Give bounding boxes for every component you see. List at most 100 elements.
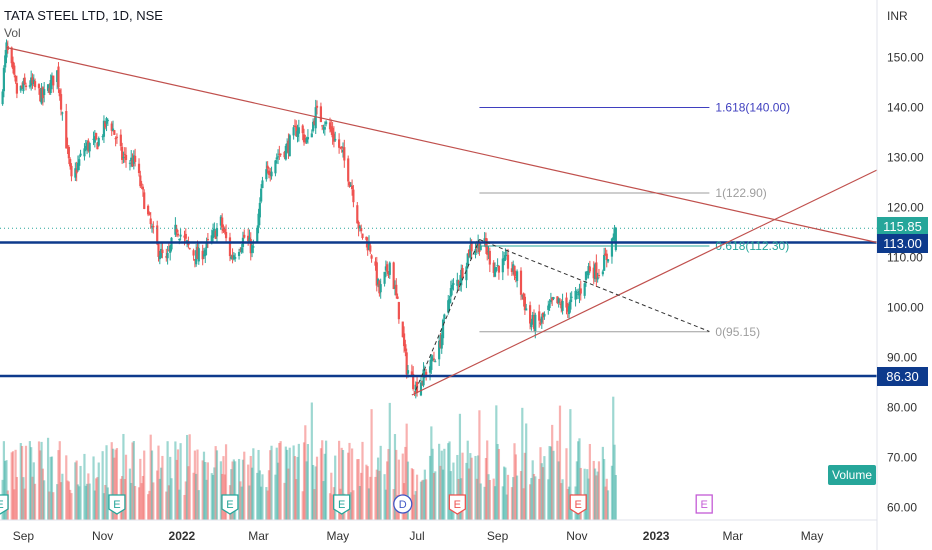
volume-bar — [425, 479, 428, 520]
volume-bar — [288, 447, 291, 520]
candle-body — [388, 262, 391, 275]
event-badge-earnings[interactable]: E — [333, 494, 351, 515]
candle-body — [612, 237, 615, 241]
candle-body — [258, 202, 261, 218]
volume-bar — [176, 449, 180, 520]
volume-badge[interactable]: Volume — [828, 465, 876, 485]
event-badge-earnings[interactable]: E — [108, 494, 126, 515]
volume-bar — [52, 492, 55, 520]
candle-body — [530, 322, 533, 328]
candle-body — [540, 316, 543, 323]
volume-bar — [175, 459, 178, 520]
candle-body — [30, 77, 33, 86]
volume-bar — [475, 478, 478, 520]
candle-body — [496, 264, 499, 266]
candle-body — [110, 123, 113, 131]
candle-body — [512, 264, 515, 271]
volume-bar — [165, 491, 168, 520]
candle-body — [387, 271, 390, 275]
volume-bars — [1, 396, 617, 520]
volume-bar — [376, 457, 380, 520]
volume-bar — [296, 456, 299, 520]
volume-bar — [349, 492, 352, 520]
volume-bar — [404, 446, 407, 520]
volume-bar — [50, 456, 54, 520]
event-badges[interactable]: EEEEDEEE — [0, 494, 713, 515]
candle-body — [401, 321, 404, 338]
candle-body — [267, 170, 271, 175]
volume-bar — [541, 467, 545, 520]
volume-bar — [13, 489, 16, 520]
candle-body — [505, 254, 508, 256]
volume-bar — [323, 453, 326, 520]
volume-bar — [465, 462, 468, 520]
volume-bar — [587, 478, 590, 520]
candle-body — [140, 183, 143, 185]
x-tick-label: May — [326, 529, 349, 543]
y-tick-label: 140.00 — [887, 101, 924, 115]
volume-bar — [275, 447, 278, 520]
volume-bar — [315, 456, 319, 520]
volume-bar — [69, 489, 72, 520]
candle-body — [156, 225, 159, 245]
event-badge-earnings-miss[interactable]: E — [448, 494, 466, 515]
volume-bar — [430, 426, 433, 520]
candle-body — [470, 242, 473, 252]
candle-body — [440, 334, 443, 349]
volume-bar — [306, 444, 310, 520]
event-badge-earnings[interactable]: E — [221, 494, 239, 515]
candle-body — [52, 75, 55, 86]
volume-bar — [513, 443, 516, 520]
x-tick-label: Sep — [487, 529, 509, 543]
volume-bar — [414, 491, 417, 520]
volume-bar — [106, 487, 109, 520]
volume-bar — [504, 467, 507, 520]
volume-bar — [22, 477, 25, 520]
candle-body — [328, 122, 332, 130]
volume-bar — [174, 441, 177, 520]
candle-body — [330, 126, 333, 132]
candle-body — [20, 85, 24, 88]
volume-bar — [575, 461, 578, 520]
volume-bar — [334, 455, 337, 520]
candle-body — [188, 248, 191, 250]
event-badge-earnings[interactable]: E — [0, 494, 9, 515]
volume-bar — [274, 474, 277, 520]
volume-legend-label[interactable]: Vol — [4, 26, 21, 40]
event-badge-letter: E — [574, 499, 581, 511]
candle-body — [583, 283, 586, 296]
candle-body — [586, 271, 589, 276]
candle-body — [204, 249, 207, 256]
candle-body — [506, 254, 510, 269]
candle-body — [395, 284, 398, 296]
candle-body — [114, 138, 117, 140]
volume-bar — [10, 452, 13, 520]
downtrend-line — [6, 46, 878, 244]
event-badge-earnings-miss[interactable]: E — [569, 494, 587, 515]
volume-bar — [325, 440, 328, 520]
volume-bar — [347, 452, 350, 520]
volume-bar — [447, 443, 450, 520]
event-badge-upcoming[interactable]: E — [695, 494, 713, 514]
event-badge-dividend[interactable]: D — [393, 494, 413, 514]
volume-bar — [213, 467, 216, 520]
earnings-badge-shape — [221, 494, 239, 515]
candle-body — [597, 275, 601, 277]
candle-body — [230, 256, 233, 259]
volume-bar — [369, 476, 372, 520]
candle-body — [366, 243, 369, 251]
candle-body — [106, 120, 109, 122]
candle-body — [315, 105, 319, 108]
candle-body — [543, 313, 546, 317]
volume-bar — [224, 444, 228, 520]
volume-bar — [519, 471, 523, 520]
candle-body — [487, 251, 490, 253]
candle-body — [338, 139, 341, 148]
volume-bar — [365, 464, 368, 520]
symbol-legend[interactable]: TATA STEEL LTD, 1D, NSE Vol — [4, 8, 163, 40]
candle-body — [49, 80, 52, 94]
volume-bar — [219, 461, 222, 520]
volume-bar — [231, 461, 234, 520]
symbol-title[interactable]: TATA STEEL LTD, 1D, NSE — [4, 8, 163, 23]
